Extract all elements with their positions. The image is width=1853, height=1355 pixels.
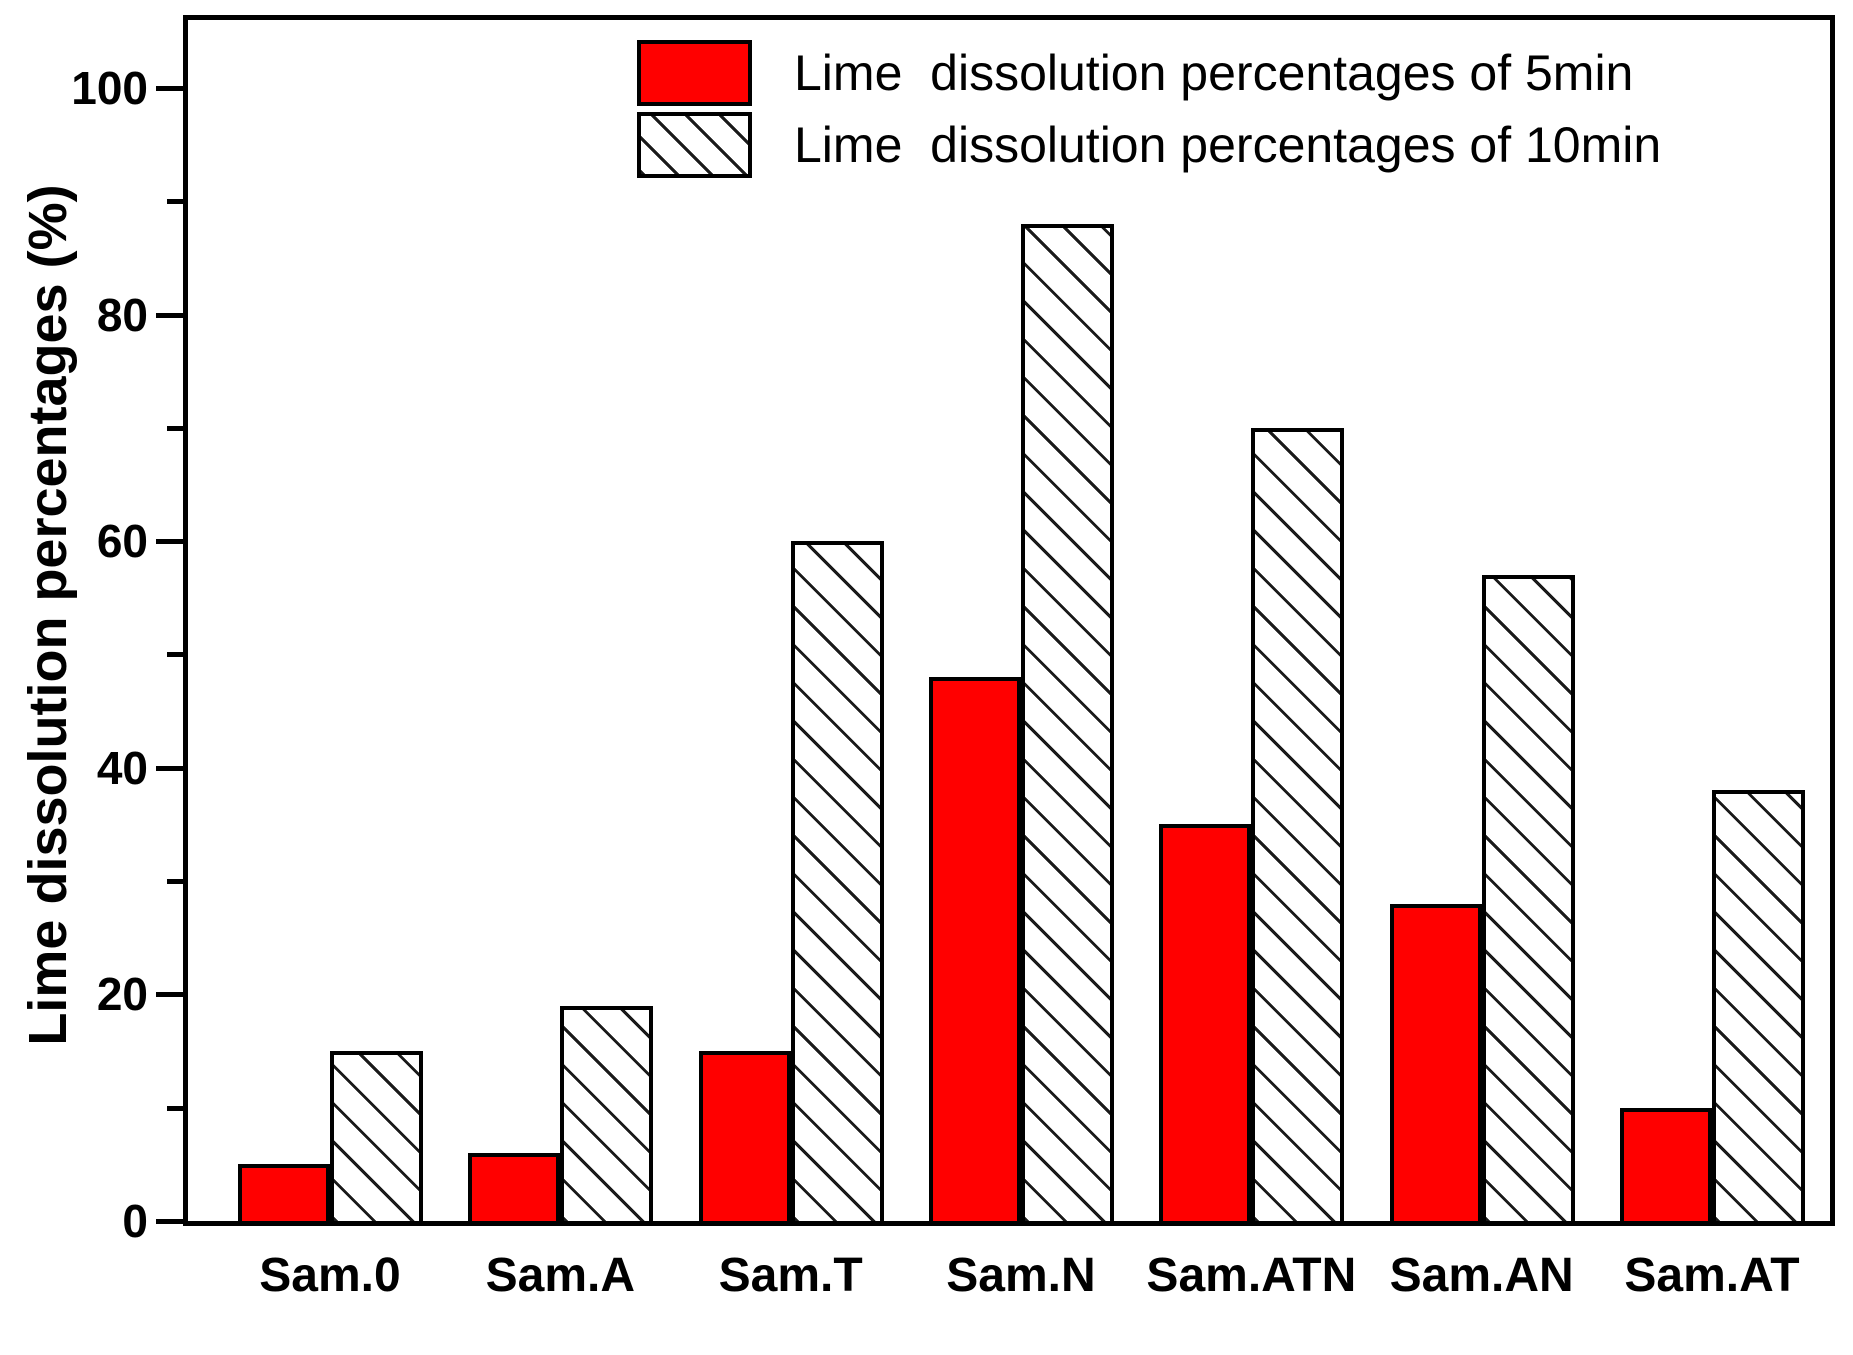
legend-label-5min: Lime dissolution percentages of 5min (794, 45, 1634, 101)
x-tick-label-Sam.N: Sam.N (946, 1249, 1096, 1302)
bar-5min-Sam.ATN (1159, 824, 1252, 1221)
bar-5min-Sam.T (698, 1051, 791, 1221)
y-tick-label-80: 80 (96, 288, 148, 341)
bar-10min-Sam.ATN (1251, 428, 1345, 1221)
bar-5min-Sam.A (468, 1153, 561, 1221)
legend-swatch-red-icon (637, 40, 752, 106)
y-tick-major-0 (156, 1219, 183, 1224)
plot-area (183, 15, 1835, 1226)
x-tick-label-Sam.A: Sam.A (485, 1249, 636, 1302)
x-tick-label-Sam.AT: Sam.AT (1624, 1249, 1800, 1302)
y-tick-major-80 (156, 312, 183, 318)
y-tick-label-0: 0 (122, 1195, 148, 1247)
bar-10min-Sam.AT (1711, 790, 1805, 1221)
y-tick-minor-10 (167, 1105, 183, 1111)
x-tick-label-Sam.0: Sam.0 (259, 1249, 401, 1302)
bar-5min-Sam.AT (1619, 1108, 1712, 1221)
y-tick-label-100: 100 (71, 61, 148, 114)
bar-10min-Sam.N (1020, 224, 1114, 1221)
bar-5min-Sam.0 (238, 1164, 330, 1221)
bar-5min-Sam.AN (1389, 904, 1482, 1221)
y-tick-major-100 (156, 85, 183, 91)
y-tick-label-40: 40 (96, 741, 148, 794)
bar-10min-Sam.0 (330, 1051, 423, 1221)
y-tick-minor-90 (167, 199, 183, 205)
x-tick-label-Sam.AN: Sam.AN (1389, 1249, 1574, 1302)
legend-item-10min: Lime dissolution percentages of 10min (637, 112, 1661, 178)
x-tick-label-Sam.T: Sam.T (718, 1249, 863, 1302)
y-tick-major-60 (156, 539, 183, 545)
x-tick-label-Sam.ATN: Sam.ATN (1146, 1249, 1357, 1302)
bar-10min-Sam.T (790, 541, 884, 1221)
bar-10min-Sam.AN (1481, 575, 1575, 1221)
legend-swatch-hatched-icon (637, 112, 752, 178)
y-tick-major-40 (156, 765, 183, 771)
y-tick-minor-30 (167, 879, 183, 885)
y-tick-label-60: 60 (96, 515, 148, 568)
y-tick-label-20: 20 (96, 968, 148, 1021)
legend-item-5min: Lime dissolution percentages of 5min (637, 40, 1633, 106)
y-tick-minor-50 (167, 652, 183, 658)
y-tick-major-20 (156, 992, 183, 998)
bar-10min-Sam.A (560, 1006, 654, 1221)
y-tick-minor-70 (167, 425, 183, 431)
bar-5min-Sam.N (928, 677, 1021, 1221)
legend-label-10min: Lime dissolution percentages of 10min (794, 117, 1662, 173)
